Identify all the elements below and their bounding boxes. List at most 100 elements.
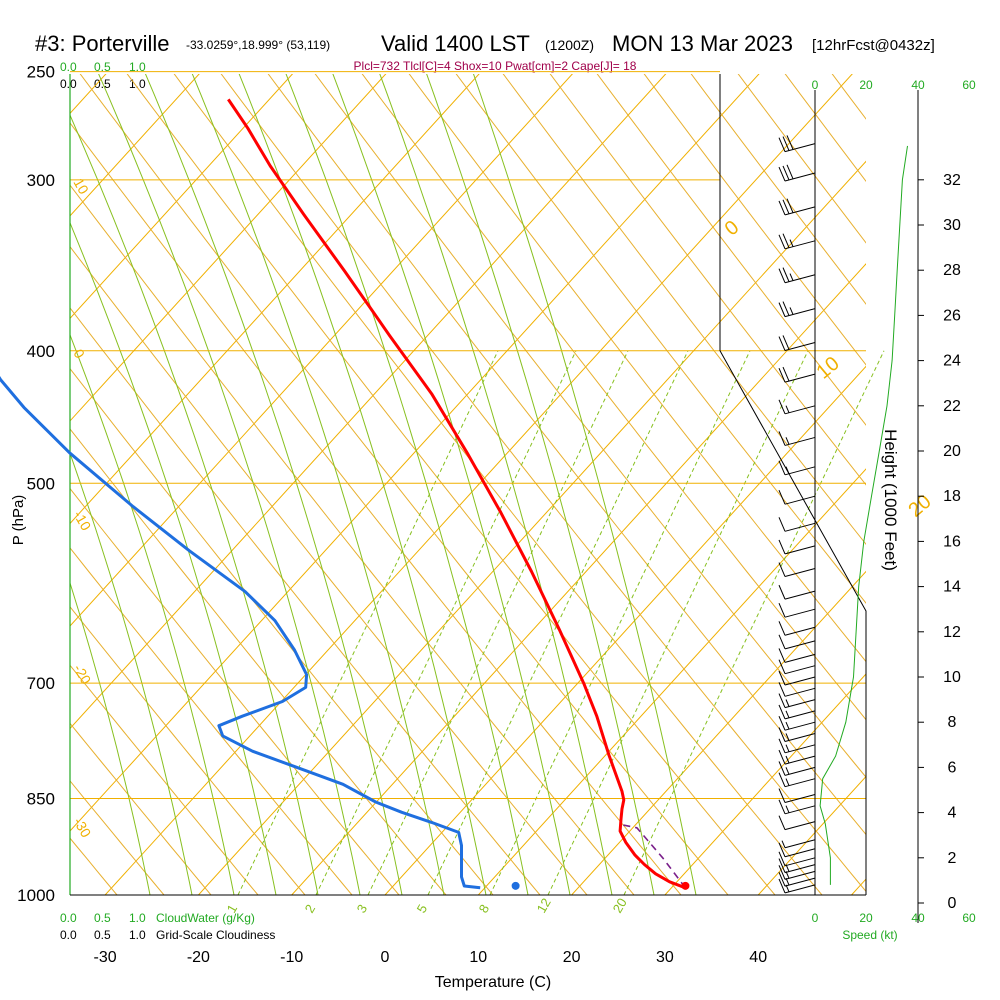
height-tick-label: 24	[943, 353, 961, 370]
wind-barb-half	[785, 805, 790, 813]
x-tick-label: -20	[187, 949, 210, 966]
wind-barb	[778, 267, 816, 284]
dry-adiabat-line	[549, 74, 866, 486]
wind-barb	[778, 634, 816, 650]
wind-barb-flag	[778, 634, 786, 650]
wind-barb	[778, 738, 816, 754]
wind-barb-flag	[778, 603, 786, 618]
x-tick-label: 20	[563, 949, 581, 966]
wind-barb-staff	[784, 466, 816, 476]
wind-barb-flag	[782, 267, 790, 282]
bottom-speed-tick-3: 60	[962, 911, 976, 925]
x-axis-title: Temperature (C)	[435, 974, 551, 991]
height-tick-label: 28	[943, 262, 961, 279]
wind-barb-staff	[784, 821, 816, 831]
mixing-ratio-line	[315, 350, 577, 896]
wind-barb	[778, 366, 816, 383]
wind-barb	[778, 693, 816, 709]
wind-barb-half	[785, 767, 790, 775]
dry-adiabat-line	[70, 722, 212, 895]
x-tick-label: 10	[469, 949, 487, 966]
station-coords: -33.0259°,18.999° (53,119)	[186, 38, 330, 52]
wind-barb-half	[789, 239, 794, 247]
moist-adiabat-line	[144, 74, 403, 895]
wind-barb-flag	[782, 233, 790, 248]
wind-barb-flag	[778, 815, 786, 830]
wind-barb-flag	[786, 135, 794, 150]
wind-barb-staff	[784, 373, 816, 383]
wind-barb-flag	[782, 301, 790, 316]
mixing-ratio-line	[237, 350, 499, 896]
wind-barb-flag	[778, 648, 786, 663]
wind-barb-half	[785, 437, 790, 445]
isotherm-line	[477, 468, 866, 895]
wind-barb	[778, 799, 816, 815]
wind-barb-staff	[784, 676, 816, 686]
wind-barb-half	[789, 273, 794, 281]
dry-adiabat-line	[220, 74, 866, 893]
wind-barb-staff	[784, 342, 816, 352]
p-tick-label: 400	[27, 342, 55, 361]
wind-barb-flag	[778, 539, 786, 555]
wind-barb-flag	[778, 851, 786, 866]
wind-barb	[778, 562, 816, 578]
bottom-cloudiness-tick-1: 0.5	[94, 928, 111, 942]
wind-barb-staff	[784, 699, 816, 709]
wind-barb-half	[785, 710, 790, 718]
wind-barb	[778, 659, 816, 675]
wind-barb	[778, 135, 816, 153]
wind-barb-flag	[778, 137, 786, 152]
forecast-info: [12hrFcst@0432z]	[812, 37, 935, 54]
isotherm-line	[70, 74, 294, 320]
wind-barb-flag	[778, 302, 786, 317]
wind-barb	[778, 682, 816, 697]
wind-barb-staff	[784, 884, 816, 894]
plot-frame	[69, 74, 867, 896]
moist-adiabat-line	[426, 74, 655, 895]
wind-barb	[778, 335, 816, 352]
wind-panel	[778, 90, 908, 895]
dewpoint-line	[0, 375, 481, 890]
wind-speed-profile	[819, 145, 908, 885]
height-tick-label: 14	[943, 579, 961, 596]
axis-ticks: -30 -20 -10 0 10 20 30 402503004005007008501000…	[17, 63, 961, 966]
wind-barb-staff	[784, 733, 816, 742]
wind-barb	[778, 584, 816, 600]
top-speed-tick-2: 40	[911, 78, 925, 92]
moist-adiabat-line	[98, 74, 361, 895]
isotherm-label: 10	[70, 175, 92, 197]
wind-barb-half	[785, 405, 790, 413]
moist-adiabat-line	[70, 113, 319, 895]
moist-adiabat-line	[285, 74, 529, 895]
dry-adiabat-line	[408, 74, 866, 663]
isotherm-line	[70, 74, 200, 217]
bottom-cloudwater-tick-0: 0.0	[60, 911, 77, 925]
wind-barb-staff	[784, 755, 816, 765]
wind-barb	[778, 460, 816, 476]
moist-adiabat-lines	[70, 74, 697, 895]
sounding-series	[0, 98, 690, 890]
wind-barb-staff	[784, 653, 816, 663]
wind-barb-flag	[778, 761, 786, 776]
wind-barb-flag	[778, 878, 786, 894]
wind-barb-staff	[784, 665, 816, 675]
wind-barb-staff	[784, 274, 816, 284]
wind-barb-staff	[784, 870, 816, 880]
wind-barb	[778, 539, 816, 555]
dry-adiabat-line	[70, 307, 541, 895]
isotherm-line	[104, 74, 853, 895]
wind-barb-staff	[784, 240, 816, 250]
mixing-ratio-line	[623, 350, 885, 896]
dry-adiabat-line	[126, 74, 776, 895]
wind-barb-flag	[778, 621, 786, 636]
wind-barb-staff	[784, 172, 816, 182]
bottom-speed-tick-0: 0	[812, 911, 819, 925]
cloudwater-scale-label: CloudWater (g/Kg)	[156, 911, 255, 925]
height-tick-label: 4	[948, 805, 957, 822]
mixing-ratio-label: 20	[610, 895, 630, 915]
wind-barb-staff	[784, 608, 816, 618]
height-axis-title: Height (1000 Feet)	[881, 429, 900, 571]
surface-temperature-marker	[681, 881, 690, 890]
